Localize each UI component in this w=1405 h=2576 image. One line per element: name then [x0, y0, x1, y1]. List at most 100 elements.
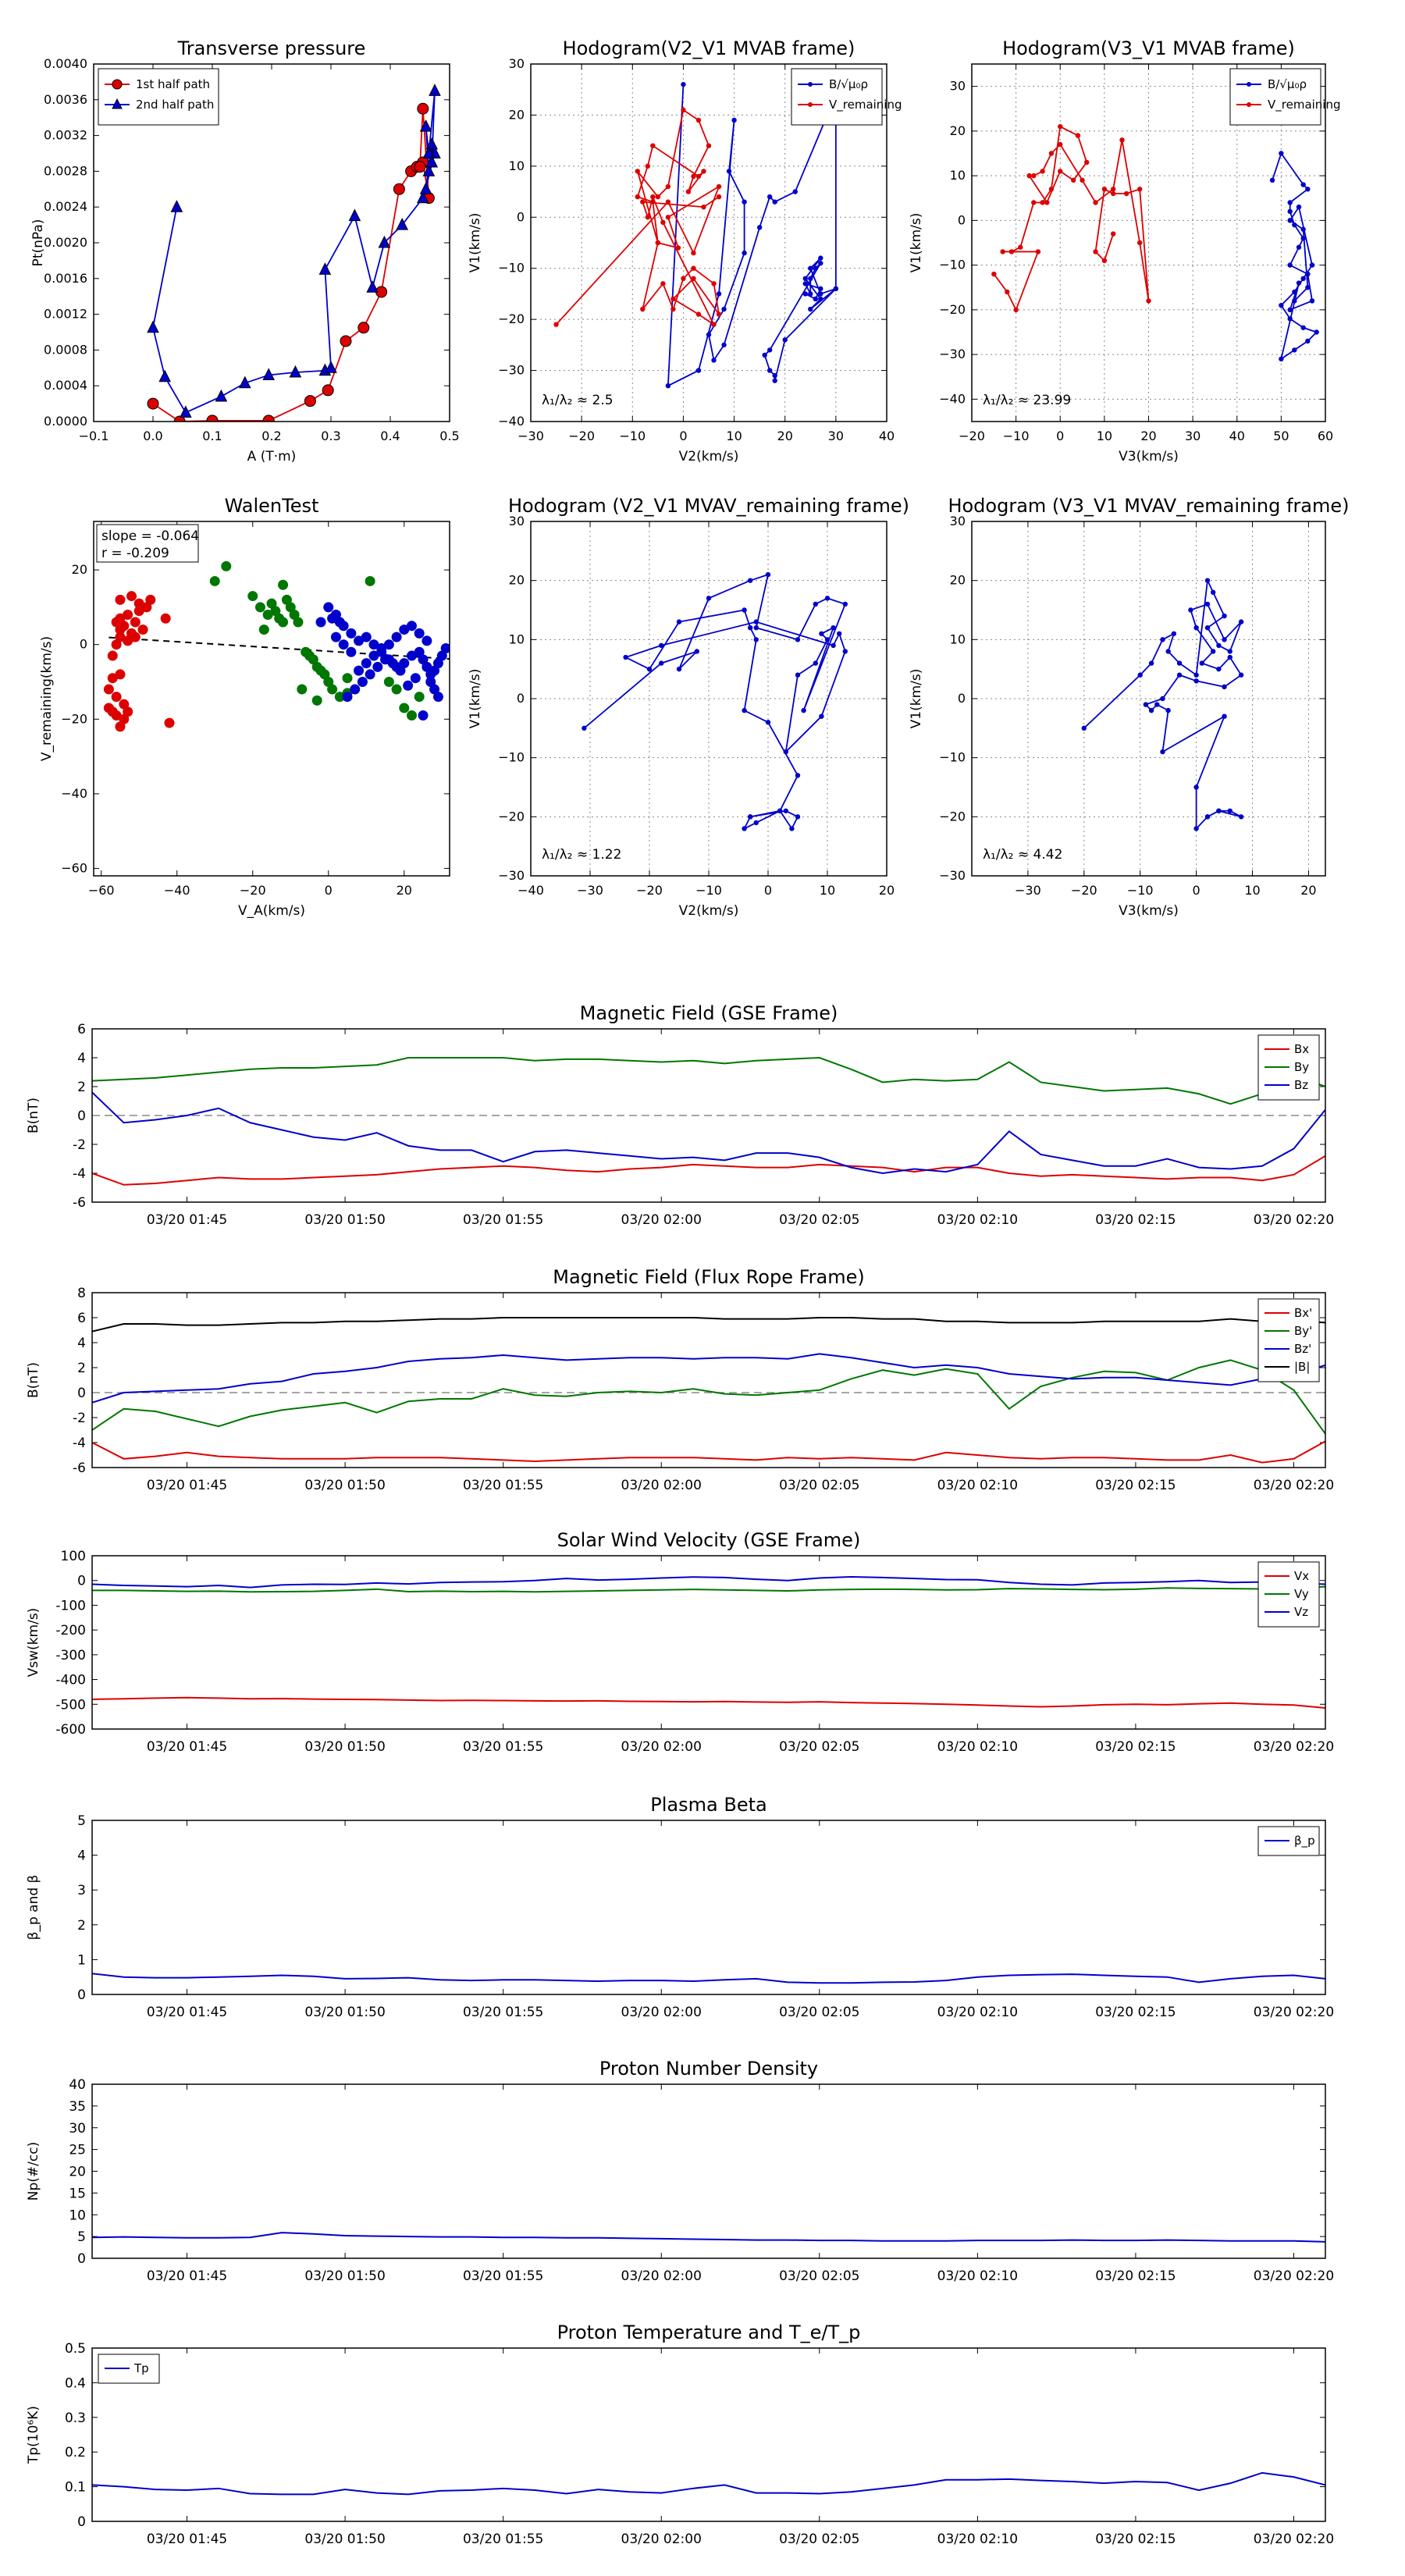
hodogram_v2_v1_mvav-data-point: [694, 649, 699, 654]
walen_test-fit-line: [108, 636, 450, 660]
hodogram_v3_v1_mvab-data-point: [1309, 262, 1315, 268]
proton_number_density-y-tick-label: 35: [69, 2099, 86, 2115]
walen_test-scatter-point: [278, 617, 289, 628]
magnetic_field_flux_rope-ylabel: B(nT): [26, 1362, 41, 1398]
hodogram_v2_v1_mvab-data-point: [665, 215, 671, 220]
hodogram_v2_v1_mvav-data-point: [789, 826, 795, 831]
hodogram_v2_v1_mvab-data-point: [782, 337, 788, 343]
hodogram_v2_v1_mvab-data-point: [640, 306, 646, 312]
walen_test-scatter-point: [395, 665, 406, 676]
transverse_pressure-legend-box: [98, 68, 219, 126]
hodogram_v2_v1_mvab-data-point: [701, 169, 706, 174]
transverse_pressure-data-point: [417, 102, 429, 115]
hodogram_v2_v1_mvab-x-tick-label: 40: [879, 429, 895, 443]
walen_test-scatter-point: [391, 632, 402, 642]
hodogram_v2_v1_mvab-x-tick-label: 10: [726, 429, 742, 443]
transverse_pressure-data-point: [318, 262, 332, 275]
walen_test-scatter-point: [115, 721, 126, 732]
hodogram_v2_v1_mvav-data-point: [748, 814, 753, 820]
hodogram_v2_v1_mvab-data-point: [756, 225, 763, 230]
solar_wind_velocity-y-tick-label: -400: [55, 1673, 86, 1688]
walen_test-scatter-point: [361, 632, 372, 642]
walen_test-plot-frame: [93, 521, 450, 877]
transverse_pressure-data-point: [262, 415, 275, 422]
magnetic_field_flux_rope-y-tick-label: -4: [73, 1436, 86, 1451]
hodogram_v3_v1_mvav-data-point: [1222, 637, 1227, 642]
transverse_pressure-legend-label: 2nd half path: [136, 98, 214, 112]
hodogram_v2_v1_mvab-data-point: [716, 311, 722, 317]
hodogram_v3_v1_mvav-data-point: [1193, 785, 1199, 790]
hodogram_v3_v1_mvab-legend-label: V_remaining: [1268, 98, 1341, 112]
hodogram_v3_v1_mvav-y-tick-label: −20: [939, 809, 966, 824]
hodogram_v2_v1_mvab-data-point: [655, 240, 661, 246]
magnetic_field_gse-x-tick-label: 03/20 01:55: [463, 1212, 543, 1228]
hodogram_v3_v1_mvav-data-point: [1210, 589, 1216, 595]
solar_wind_velocity-x-tick-label: 03/20 02:05: [779, 1739, 859, 1755]
solar_wind_velocity-title: Solar Wind Velocity (GSE Frame): [557, 1529, 861, 1551]
proton_temperature-series-line: [92, 2471, 1325, 2496]
hodogram_v3_v1_mvab-data-point: [1111, 187, 1116, 192]
magnetic_field_flux_rope-y-tick-label: -6: [73, 1461, 86, 1476]
transverse_pressure-data-point: [158, 369, 172, 382]
transverse_pressure-title: Transverse pressure: [177, 37, 366, 59]
plasma_beta-plot-area: [92, 1973, 1325, 1984]
plasma_beta-x-tick-label: 03/20 01:55: [463, 2005, 543, 2020]
solar_wind_velocity-ylabel: Vsw(km/s): [26, 1608, 41, 1678]
transverse_pressure-x-tick-label: 0.5: [439, 429, 459, 443]
plasma_beta-y-tick-label: 2: [77, 1918, 86, 1934]
transverse_pressure-x-tick-label: 0.2: [261, 429, 281, 443]
hodogram_v2_v1_mvab-data-point: [721, 342, 727, 348]
walen_test-scatter-point: [111, 710, 122, 721]
hodogram_v2_v1_mvab-y-tick-label: 10: [509, 158, 525, 173]
transverse_pressure-y-tick-label: 0.0036: [44, 92, 87, 107]
walen_test-scatter-point: [209, 575, 220, 586]
hodogram_v2_v1_mvav-data-point: [659, 642, 664, 649]
hodogram_v2_v1_mvav-data-point: [831, 642, 836, 649]
hodogram_v2_v1_mvab-y-tick-label: −40: [498, 414, 525, 429]
transverse_pressure-ylabel: Pt(nPa): [30, 219, 46, 267]
hodogram_v3_v1_mvab-x-tick-label: 40: [1229, 429, 1245, 443]
hodogram_v3_v1_mvav-data-point: [1081, 725, 1087, 731]
hodogram_v2_v1_mvav-x-tick-label: −20: [636, 883, 663, 898]
plasma_beta-x-tick-label: 03/20 01:50: [304, 2005, 385, 2020]
hodogram_v3_v1_mvab-data-point: [1058, 123, 1063, 130]
hodogram_v2_v1_mvav-data-point: [748, 578, 753, 583]
hodogram_v2_v1_mvav-data-point: [646, 666, 653, 672]
hodogram_v3_v1_mvav-data-point: [1222, 613, 1227, 619]
transverse_pressure-data-point: [416, 190, 429, 204]
solar_wind_velocity-plot-frame: [91, 1555, 1326, 1730]
solar_wind_velocity-series-line: [92, 1696, 1325, 1710]
hodogram_v3_v1_mvav-data-point: [1137, 672, 1143, 678]
proton_number_density-x-tick-label: 03/20 02:00: [621, 2268, 702, 2284]
proton_temperature-plot-area: [92, 2471, 1325, 2496]
walen_test-x-tick-label: 0: [325, 883, 333, 898]
proton_number_density-y-tick-label: 0: [77, 2251, 86, 2267]
transverse_pressure-legend-marker: [112, 79, 123, 90]
walen_test-scatter-point: [414, 692, 425, 703]
hodogram_v3_v1_mvab-data-point: [1018, 244, 1023, 250]
hodogram_v3_v1_mvab-data-point: [1071, 177, 1076, 183]
hodogram_v3_v1_mvav-data-point: [1216, 666, 1222, 672]
magnetic_field_gse-ylabel: B(nT): [26, 1098, 41, 1133]
walen_test-scatter-point: [365, 575, 375, 586]
hodogram_v3_v1_mvab-data-point: [1093, 200, 1098, 205]
walen_test-scatter-point: [399, 624, 410, 635]
hodogram_v3_v1_mvab-data-point: [1101, 187, 1108, 192]
walen_test-scatter-point: [350, 684, 361, 695]
solar_wind_velocity-y-tick-label: -300: [55, 1648, 86, 1663]
transverse_pressure-data-point: [357, 322, 370, 334]
hodogram_v3_v1_mvab-y-tick-label: −10: [939, 258, 966, 272]
magnetic_field_flux_rope-y-tick-label: 4: [77, 1336, 86, 1351]
walen_test-scatter-point: [346, 646, 357, 657]
hodogram_v3_v1_mvav-data-point: [1193, 826, 1199, 831]
hodogram_v3_v1_mvab-data-point: [1040, 200, 1045, 205]
proton_number_density-y-tick-label: 10: [69, 2208, 86, 2223]
plasma_beta-ylabel: β_p and β: [26, 1875, 41, 1941]
transverse_pressure-data-point: [147, 320, 159, 333]
walen_test-scatter-point: [346, 628, 357, 639]
hodogram_v2_v1_mvab-x-tick-label: 0: [679, 429, 687, 443]
transverse_pressure-y-tick-label: 0.0028: [44, 163, 87, 178]
hodogram_v2_v1_mvav-data-point: [842, 649, 848, 654]
hodogram_v2_v1_mvab-data-point: [635, 169, 640, 174]
walen_test-scatter-point: [137, 624, 148, 635]
